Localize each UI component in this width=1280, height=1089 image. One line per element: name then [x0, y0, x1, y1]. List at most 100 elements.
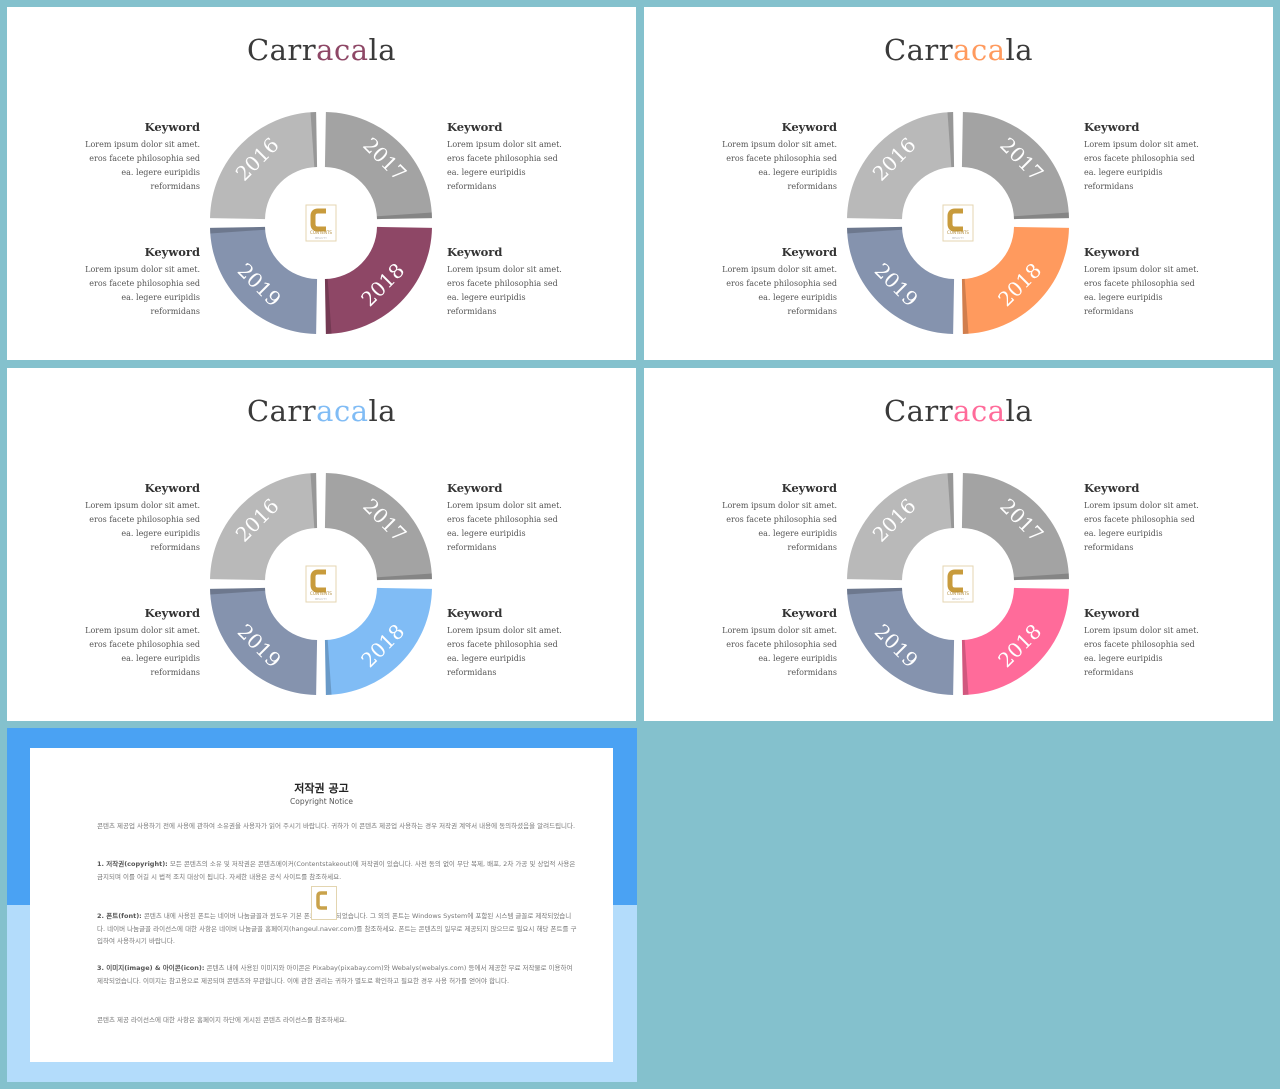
keyword-title: Keyword: [144, 606, 200, 620]
segment-shadow: [324, 278, 332, 334]
keyword-block: Keyword Lorem ipsum dolor sit amet. eros f…: [1084, 120, 1204, 194]
title-accent: aca: [316, 33, 369, 67]
keyword-line: ea. legere euripidis: [447, 654, 526, 663]
segment-shape: [324, 473, 432, 581]
section-2-text: 콘텐츠 내에 사용된 폰트는 네이버 나눔글꼴과 윈도우 기본 폰트로 제작되었…: [97, 912, 577, 945]
keyword-line: ea. legere euripidis: [758, 654, 837, 663]
keyword-line: eros facete philosophia sed: [726, 515, 837, 524]
donut-segment-2017: 2017: [961, 112, 1069, 220]
slide-title: Carracala: [7, 394, 636, 428]
slide-4[interactable]: Carracala Keyword Lorem ipsum dolor sit am…: [644, 368, 1273, 721]
keyword-line: ea. legere euripidis: [1084, 654, 1163, 663]
badge-text: BEAUTY: [952, 597, 964, 601]
keyword-line: reformidans: [787, 668, 837, 677]
keyword-block: Keyword Lorem ipsum dolor sit amet. eros f…: [80, 245, 200, 319]
keyword-line: ea. legere euripidis: [121, 168, 200, 177]
badge-text: CONTENTS: [310, 230, 332, 235]
keyword-line: Lorem ipsum dolor sit amet.: [447, 626, 562, 635]
keyword-line: eros facete philosophia sed: [89, 515, 200, 524]
keyword-title: Keyword: [1084, 245, 1140, 259]
slide-2[interactable]: Carracala Keyword Lorem ipsum dolor sit am…: [644, 7, 1273, 360]
title-part: la: [1005, 394, 1034, 428]
slide-3[interactable]: Carracala Keyword Lorem ipsum dolor sit am…: [7, 368, 636, 721]
keyword-line: reformidans: [150, 307, 200, 316]
segment-shape: [847, 473, 955, 581]
keyword-line: reformidans: [150, 668, 200, 677]
title-part: Carr: [883, 394, 954, 428]
contents-logo-icon: [311, 886, 337, 920]
segment-shadow: [310, 473, 318, 529]
keyword-title: Keyword: [1084, 481, 1140, 495]
keyword-block: Keyword Lorem ipsum dolor sit amet. eros f…: [717, 245, 837, 319]
keyword-block: Keyword Lorem ipsum dolor sit amet. eros f…: [1084, 245, 1204, 319]
title-part: Carr: [883, 33, 954, 67]
keyword-line: ea. legere euripidis: [758, 168, 837, 177]
segment-shadow: [847, 226, 903, 234]
keyword-line: eros facete philosophia sed: [447, 515, 558, 524]
title-accent: aca: [953, 394, 1006, 428]
badge-text: BEAUTY: [952, 236, 964, 240]
slide-title: Carracala: [644, 33, 1273, 67]
segment-shadow: [947, 112, 955, 168]
keyword-line: Lorem ipsum dolor sit amet.: [447, 265, 562, 274]
keyword-title: Keyword: [781, 245, 837, 259]
keyword-line: ea. legere euripidis: [447, 293, 526, 302]
segment-shadow: [210, 226, 266, 234]
segment-shadow: [324, 639, 332, 695]
keyword-line: Lorem ipsum dolor sit amet.: [722, 140, 837, 149]
donut-segment-2016: 2016: [210, 473, 318, 581]
segment-shadow: [1013, 573, 1069, 581]
keyword-line: eros facete philosophia sed: [447, 154, 558, 163]
keyword-line: reformidans: [150, 182, 200, 191]
segment-shape: [210, 112, 318, 220]
segment-shadow: [310, 112, 318, 168]
keyword-line: Lorem ipsum dolor sit amet.: [447, 501, 562, 510]
donut-segment-2018: 2018: [324, 226, 432, 334]
slide-1[interactable]: Carracala Keyword Lorem ipsum dolor sit am…: [7, 7, 636, 360]
keyword-block: Keyword Lorem ipsum dolor sit amet. eros f…: [1084, 481, 1204, 555]
donut-segment-2017: 2017: [961, 473, 1069, 581]
keyword-line: reformidans: [150, 543, 200, 552]
title-part: la: [368, 394, 397, 428]
keyword-line: reformidans: [787, 182, 837, 191]
keyword-line: eros facete philosophia sed: [1084, 640, 1195, 649]
keyword-line: Lorem ipsum dolor sit amet.: [1084, 501, 1199, 510]
segment-shape: [210, 226, 318, 334]
keyword-line: ea. legere euripidis: [1084, 168, 1163, 177]
segment-shape: [961, 226, 1069, 334]
keyword-line: reformidans: [1084, 668, 1134, 677]
keyword-line: reformidans: [447, 182, 497, 191]
keyword-line: eros facete philosophia sed: [447, 279, 558, 288]
keyword-block: Keyword Lorem ipsum dolor sit amet. eros f…: [447, 606, 567, 680]
donut-segment-2019: 2019: [847, 587, 955, 695]
keyword-title: Keyword: [447, 606, 503, 620]
keyword-line: Lorem ipsum dolor sit amet.: [1084, 626, 1199, 635]
segment-shape: [847, 112, 955, 220]
segment-shadow: [947, 473, 955, 529]
donut-segment-2016: 2016: [847, 473, 955, 581]
donut-segment-2018: 2018: [324, 587, 432, 695]
keyword-block: Keyword Lorem ipsum dolor sit amet. eros f…: [717, 481, 837, 555]
slide-title: Carracala: [644, 394, 1273, 428]
keyword-line: ea. legere euripidis: [447, 529, 526, 538]
slide-title: Carracala: [7, 33, 636, 67]
donut-segment-2019: 2019: [210, 587, 318, 695]
segment-shadow: [376, 212, 432, 220]
segment-shadow: [376, 573, 432, 581]
keyword-block: Keyword Lorem ipsum dolor sit amet. eros f…: [80, 481, 200, 555]
segment-shape: [324, 226, 432, 334]
keyword-line: ea. legere euripidis: [1084, 293, 1163, 302]
keyword-title: Keyword: [447, 120, 503, 134]
badge-text: CONTENTS: [310, 591, 332, 596]
copyright-slide[interactable]: 저작권 공고 Copyright Notice 콘텐츠 제공업 사용하기 전에 …: [7, 728, 637, 1082]
keyword-block: Keyword Lorem ipsum dolor sit amet. eros f…: [717, 120, 837, 194]
keyword-line: Lorem ipsum dolor sit amet.: [447, 140, 562, 149]
title-part: la: [368, 33, 397, 67]
